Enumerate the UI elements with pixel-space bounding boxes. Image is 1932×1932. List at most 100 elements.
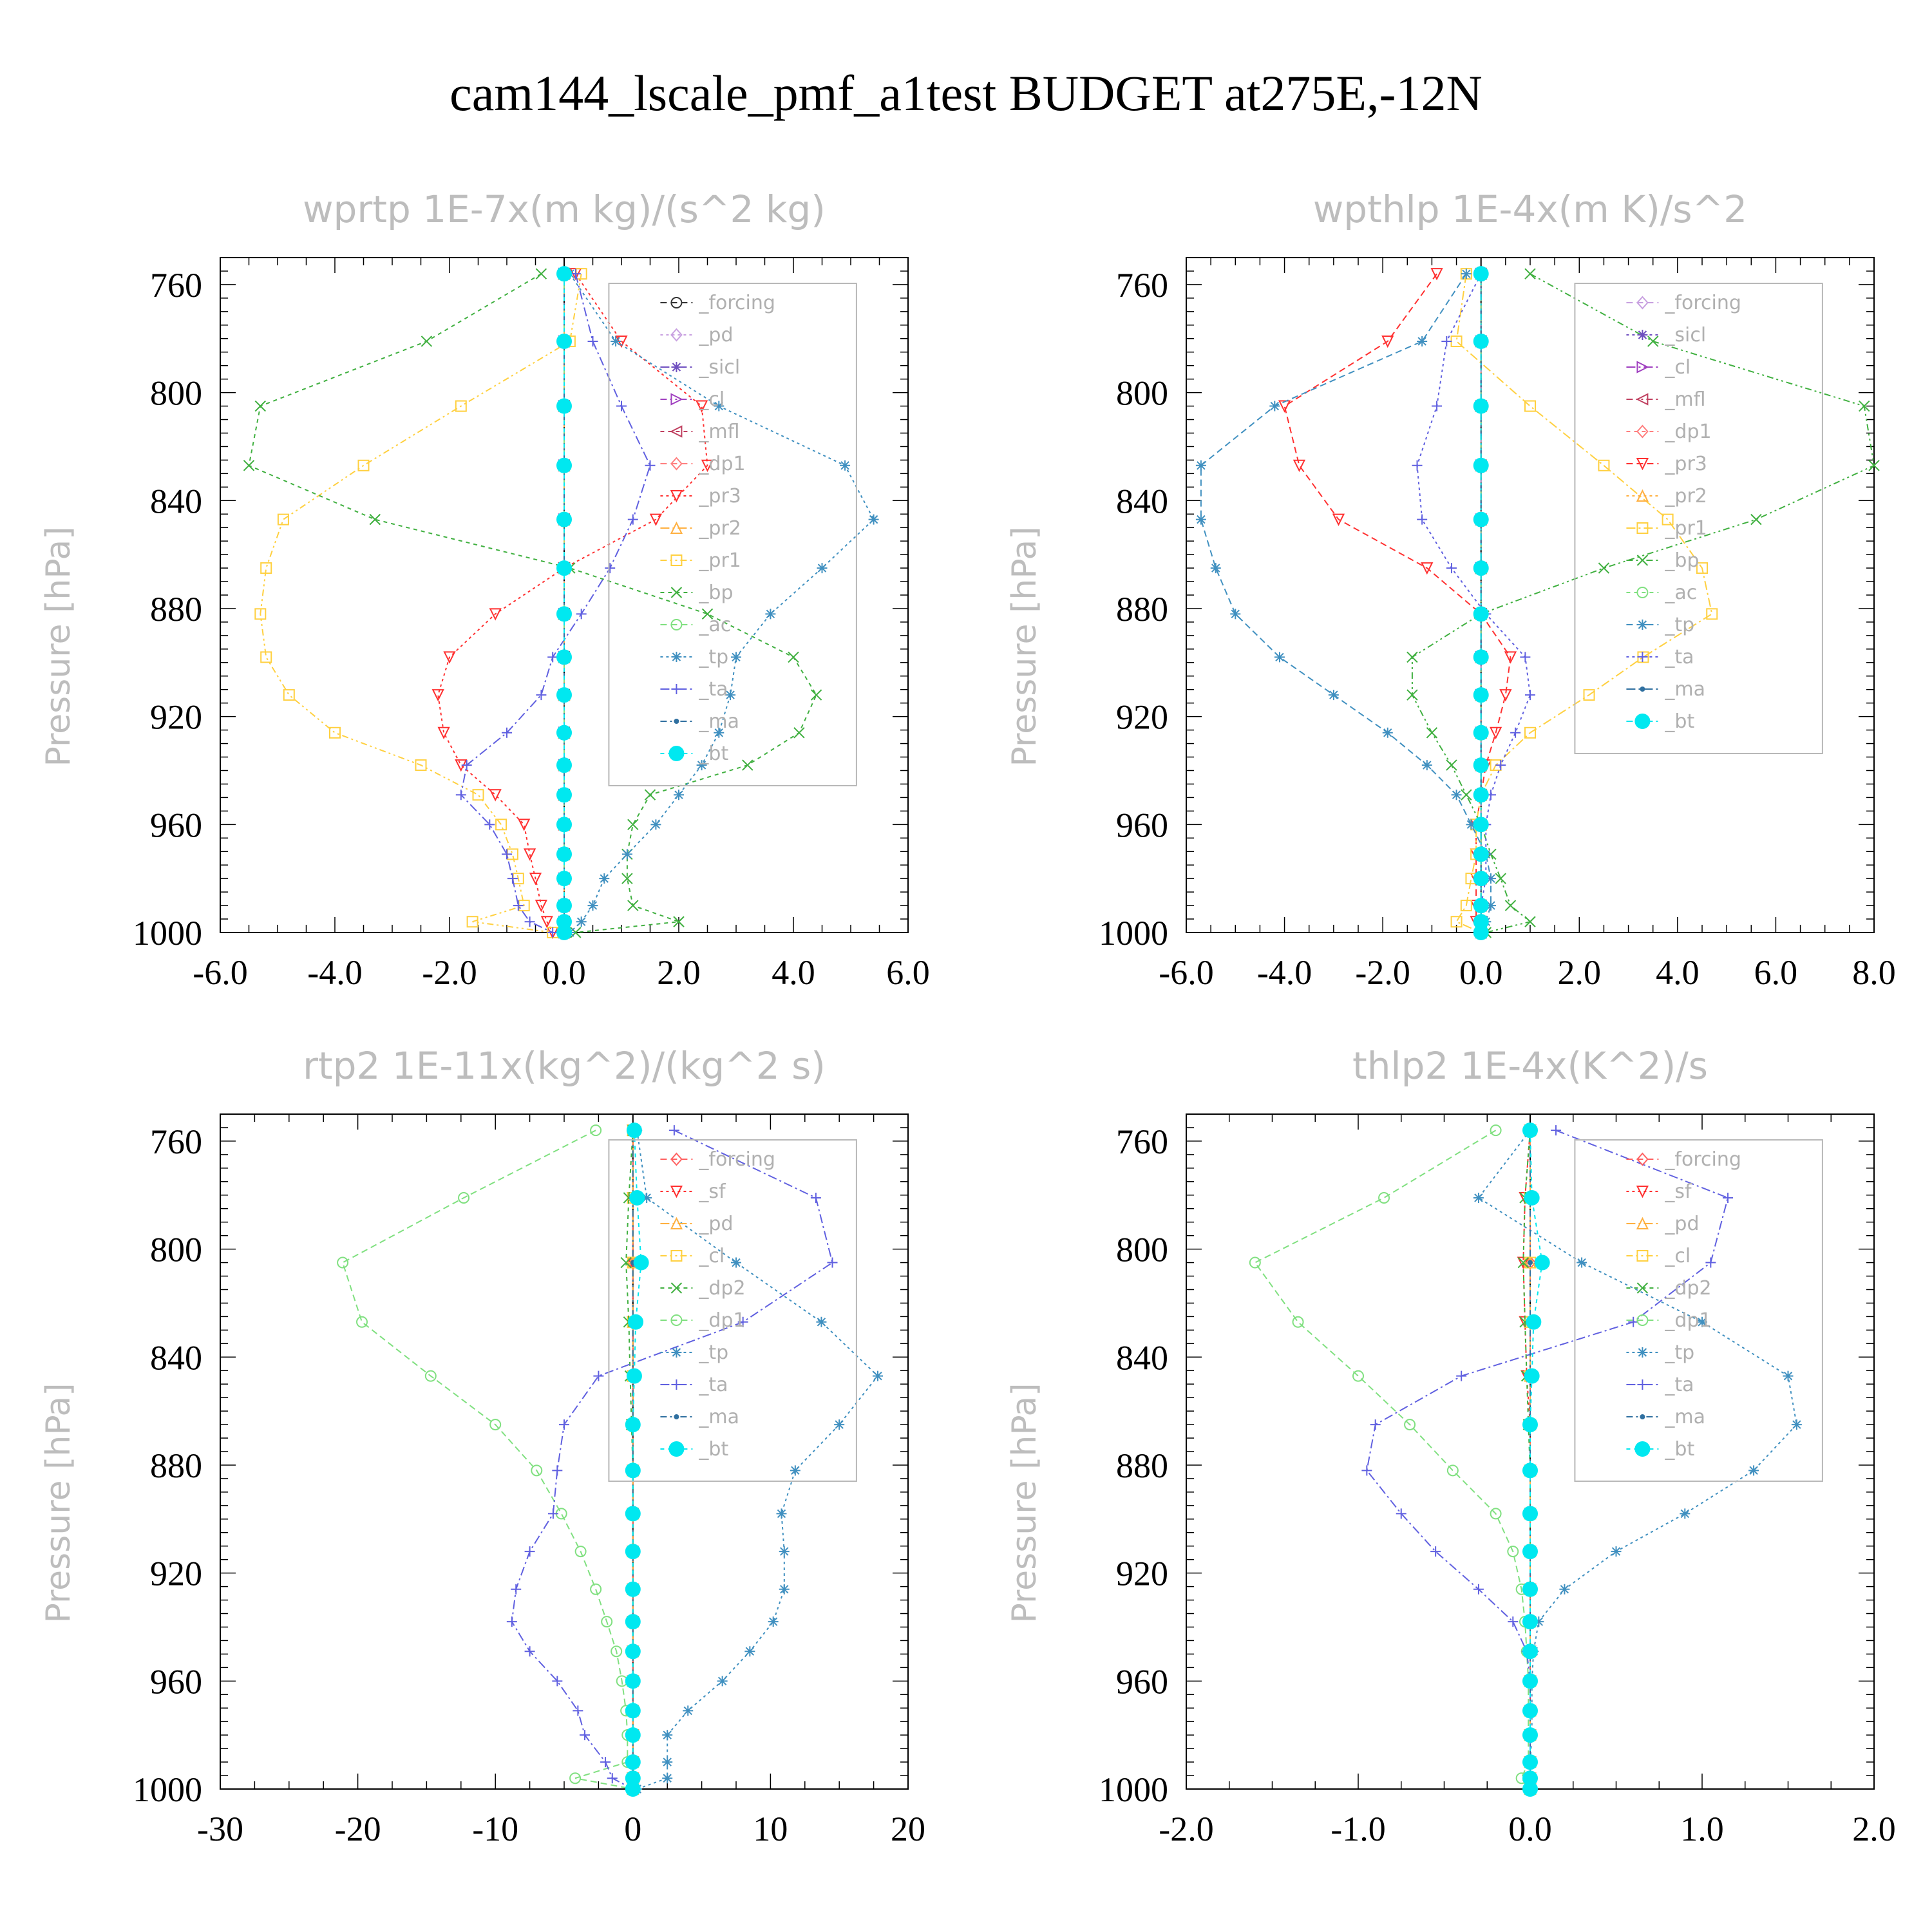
data-point-tp <box>674 790 684 800</box>
data-point-pr1 <box>357 459 370 471</box>
data-point-pr3 <box>431 689 444 702</box>
legend-item: _bp <box>660 582 734 604</box>
data-point-ta <box>1417 514 1428 525</box>
data-point-tp <box>834 1419 845 1430</box>
data-point-bt <box>1473 560 1489 576</box>
data-point-ta <box>576 609 587 620</box>
data-point-bt <box>1473 846 1489 862</box>
y-tick-label: 800 <box>1116 374 1168 413</box>
legend-item: _ma <box>660 1406 739 1428</box>
legend-marker <box>1636 554 1649 566</box>
data-point-tp <box>1533 1616 1544 1627</box>
x-tick-label: 2.0 <box>1558 953 1602 992</box>
legend-box <box>1574 1139 1823 1482</box>
y-tick-label: 960 <box>1116 1662 1168 1701</box>
y-tick-label: 1000 <box>133 914 202 952</box>
data-point-bt <box>1473 333 1489 349</box>
data-point-bt <box>556 898 572 914</box>
series-dp1 <box>1249 1124 1536 1795</box>
x-tick-label: 1.0 <box>1680 1810 1724 1848</box>
data-point-bt <box>625 1463 641 1479</box>
legend-label: _cl <box>1664 1245 1690 1267</box>
data-point-tp <box>768 1616 779 1627</box>
data-point-bp <box>570 927 582 938</box>
data-point-pr1 <box>277 513 289 526</box>
data-point-bt <box>556 925 572 940</box>
panel-rtp2: rtp2 1E-11x(kg^2)/(kg^2 s) Pressure [hPa]… <box>0 1030 966 1932</box>
series-line-ta <box>1366 1130 1729 1789</box>
data-point-tp <box>599 873 610 884</box>
data-point-dp1 <box>356 1316 368 1328</box>
data-point-ta <box>502 727 512 738</box>
legend-label: _forcing <box>1664 292 1741 314</box>
y-tick-label: 760 <box>150 1122 202 1161</box>
series-bt <box>625 1122 649 1797</box>
legend-marker <box>670 490 683 503</box>
data-point-tp <box>1748 1465 1759 1476</box>
data-point-bp <box>1750 513 1762 526</box>
data-point-ta <box>1441 336 1452 346</box>
panel-title: wpthlp 1E-4x(m K)/s^2 <box>1313 187 1747 231</box>
legend-marker <box>1637 652 1648 662</box>
legend-item: _cl <box>1626 356 1690 379</box>
legend-marker <box>1637 330 1648 340</box>
data-point-tp <box>1382 727 1393 738</box>
legend-label: _cl <box>1664 356 1690 379</box>
legend-item: _bp <box>1626 549 1700 572</box>
data-point-bt <box>625 1417 641 1433</box>
series-line-ta <box>460 273 651 933</box>
legend-item: _forcing <box>660 292 775 314</box>
data-point-pr1 <box>455 400 467 412</box>
data-point-ma <box>1528 1260 1533 1265</box>
legend-marker <box>670 328 683 342</box>
data-point-ta <box>1456 1370 1467 1381</box>
data-point-dp1 <box>574 1546 587 1558</box>
data-point-pr3 <box>1504 651 1517 664</box>
data-point-pr1 <box>1524 726 1536 739</box>
series-dp1 <box>337 1124 639 1795</box>
chart-thlp2: thlp2 1E-4x(K^2)/s Pressure [hPa] 760 800 84… <box>1005 1044 1896 1848</box>
series-sf <box>1517 1124 1537 1796</box>
legend-marker <box>1636 1314 1649 1326</box>
data-point-dp1 <box>1352 1370 1364 1382</box>
data-point-pr3 <box>489 608 502 621</box>
data-point-tp <box>731 1257 741 1268</box>
legend-marker <box>671 652 682 662</box>
data-point-ta <box>616 401 627 412</box>
data-point-bp <box>1647 336 1659 347</box>
legend-item: _sicl <box>1626 324 1706 346</box>
legend-marker <box>671 1379 682 1390</box>
series-tp <box>564 269 879 938</box>
data-point-bt <box>1473 687 1489 703</box>
data-point-dp2 <box>1517 1256 1530 1269</box>
data-point-bp <box>1598 562 1610 574</box>
legend-label: _pd <box>698 1213 733 1235</box>
legend-label: _bt <box>698 1438 728 1461</box>
x-tick-label: -2.0 <box>1159 1810 1213 1848</box>
legend-item: _pr1 <box>1626 517 1707 540</box>
series-ta <box>1412 269 1535 938</box>
legend-item: _ta <box>660 1374 728 1396</box>
y-axis-label: Pressure [hPa] <box>39 527 78 767</box>
data-point-tp <box>725 690 736 701</box>
x-tick-label: 0 <box>624 1810 641 1848</box>
chart-wpthlp: wpthlp 1E-4x(m K)/s^2 Pressure [hPa] 760 80… <box>1005 187 1896 992</box>
data-point-tp <box>1680 1508 1690 1519</box>
data-point-bp <box>810 689 822 701</box>
data-point-ta <box>507 873 518 884</box>
data-point-ta <box>1396 1508 1406 1519</box>
data-point-pr1 <box>260 562 272 574</box>
series-tp <box>1473 1125 1802 1794</box>
legend-marker <box>1636 296 1649 310</box>
data-point-bt <box>1473 649 1489 665</box>
data-point-ta <box>502 849 512 860</box>
data-point-bt <box>1522 1703 1538 1719</box>
data-point-ta <box>552 1676 563 1687</box>
data-point-tp <box>696 760 707 771</box>
data-point-ta <box>810 1192 821 1203</box>
data-point-tp <box>1230 609 1241 620</box>
y-tick-label: 800 <box>150 374 202 413</box>
data-point-bt <box>625 1544 641 1560</box>
data-point-bp <box>1524 268 1536 279</box>
data-point-pr1 <box>254 608 267 620</box>
